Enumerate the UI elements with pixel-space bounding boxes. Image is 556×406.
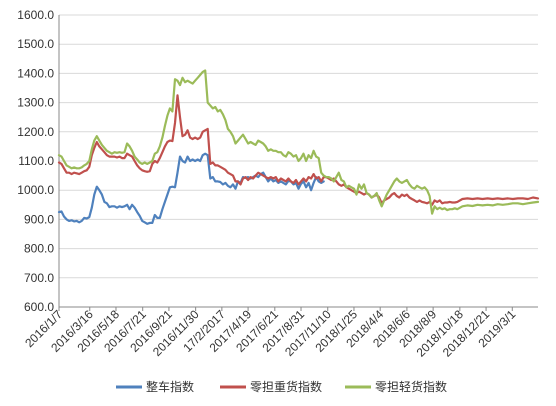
y-tick-label: 1600.0 <box>17 8 54 22</box>
series-line-1 <box>57 152 325 225</box>
y-tick-label: 900.0 <box>24 212 54 226</box>
y-tick-label: 800.0 <box>24 242 54 256</box>
y-tick-label: 600.0 <box>24 300 54 314</box>
y-tick-label: 1500.0 <box>17 37 54 51</box>
legend-label-2: 零担重货指数 <box>250 379 322 394</box>
y-tick-label: 1100.0 <box>18 154 54 168</box>
y-tick-label: 1400.0 <box>17 66 54 80</box>
y-tick-label: 1000.0 <box>17 183 54 197</box>
y-tick-label: 700.0 <box>24 271 54 285</box>
y-tick-label: 1200.0 <box>17 125 54 139</box>
legend-label-1: 整车指数 <box>146 379 194 394</box>
series-line-3 <box>57 69 540 215</box>
y-tick-label: 1300.0 <box>17 96 54 110</box>
legend-label-3: 零担轻货指数 <box>375 379 447 394</box>
series-line-2 <box>57 94 540 206</box>
